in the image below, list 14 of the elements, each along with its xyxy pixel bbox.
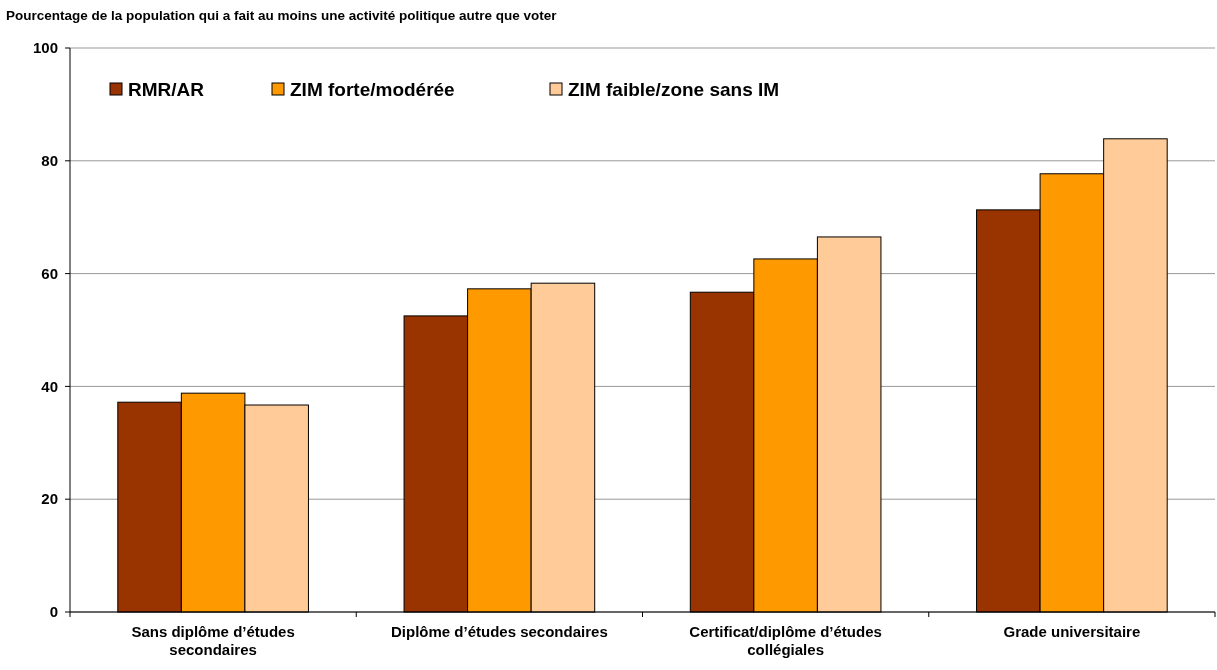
legend-label: ZIM forte/modérée	[290, 78, 455, 100]
legend-label: RMR/AR	[128, 78, 205, 100]
y-tick-label: 40	[41, 377, 58, 395]
x-tick-label: Certificat/diplôme d’études collégiales	[689, 623, 882, 658]
y-tick-label: 60	[41, 264, 58, 282]
y-tick-label: 0	[49, 603, 58, 621]
x-tick-label: Diplôme d’études secondaires	[391, 623, 608, 640]
x-tick-label: Sans diplôme d’études secondaires	[131, 623, 295, 658]
x-tick-label: Grade universitaire	[1003, 623, 1141, 640]
chart-title: Pourcentage de la population qui a fait au moins une activité politique autre que voter	[6, 8, 558, 23]
y-tick-label: 100	[32, 39, 58, 57]
y-tick-label: 80	[41, 152, 58, 170]
legend-label: ZIM faible/zone sans IM	[568, 78, 780, 100]
y-tick-label: 20	[41, 490, 58, 508]
